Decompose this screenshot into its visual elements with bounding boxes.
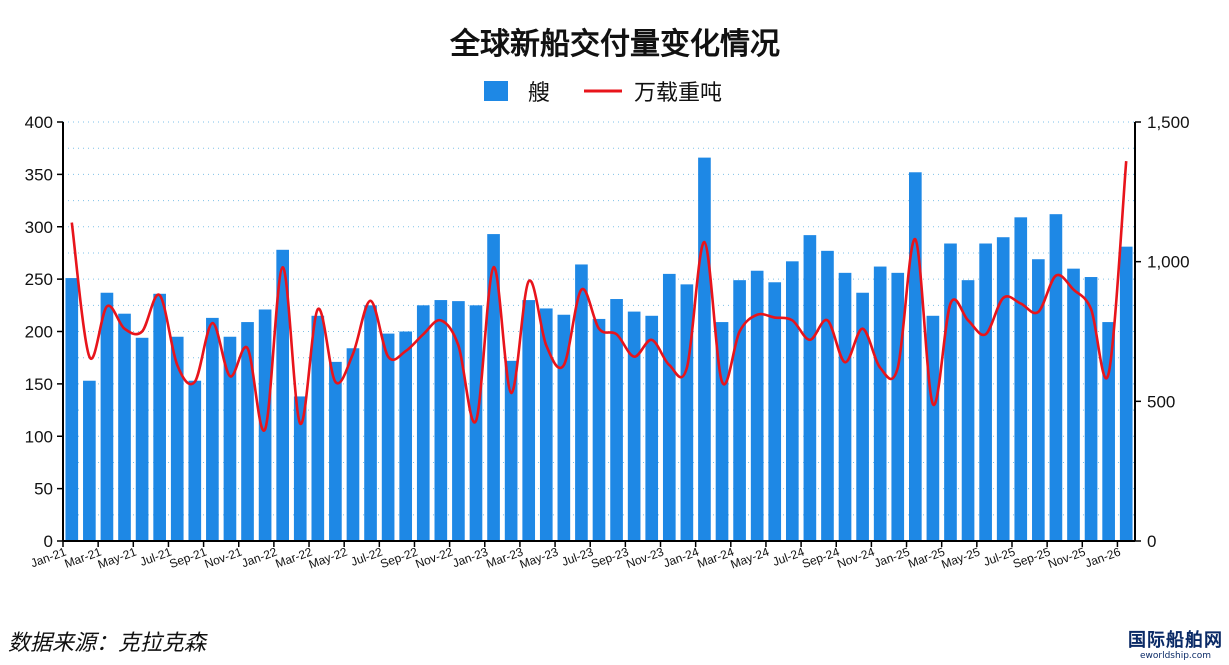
bar [926, 315, 940, 541]
bar [996, 237, 1010, 541]
bar [416, 305, 430, 541]
bar [135, 337, 149, 541]
y-tick-label-right: 0 [1147, 532, 1156, 551]
watermark-sub: eworldship.com [1139, 651, 1211, 661]
legend-bar-swatch [484, 81, 508, 101]
bar [206, 317, 219, 541]
bar [873, 266, 887, 541]
bar [276, 249, 289, 542]
bar [364, 305, 377, 541]
bar [83, 380, 96, 541]
bar [592, 318, 606, 541]
y-tick-label-right: 1,000 [1147, 253, 1190, 272]
y-tick-label-left: 250 [25, 270, 53, 289]
bar [65, 278, 79, 541]
bar [118, 313, 131, 541]
bar [1119, 246, 1133, 541]
y-tick-label-right: 1,500 [1147, 113, 1190, 132]
y-tick-label-left: 300 [25, 218, 53, 237]
bar [329, 361, 342, 541]
y-tick-label-left: 400 [25, 113, 53, 132]
bar [170, 336, 184, 541]
x-tick-label: May-21 [96, 545, 139, 572]
bar [434, 300, 448, 541]
bar [785, 261, 799, 541]
x-tick-label: May-24 [729, 545, 772, 572]
legend-bar-label: 艘 [528, 81, 550, 106]
bar [803, 235, 817, 541]
x-tick-label: May-25 [939, 545, 982, 572]
y-tick-label-left: 50 [34, 480, 53, 499]
bar [153, 293, 166, 541]
y-tick-label-left: 0 [44, 532, 53, 551]
bar [504, 360, 518, 541]
chart-title: 全球新船交付量变化情况 [449, 27, 780, 62]
bar [399, 331, 413, 541]
y-tick-label-left: 150 [25, 375, 53, 394]
bar [645, 315, 659, 541]
line-path [70, 160, 1128, 432]
bar [662, 273, 676, 541]
bar [856, 292, 869, 541]
bar [1102, 322, 1115, 541]
bar [557, 314, 571, 541]
y-tick-label-left: 200 [25, 323, 53, 342]
bar [1032, 259, 1045, 541]
bar [539, 308, 553, 541]
bar [381, 333, 395, 541]
line-series [70, 160, 1128, 432]
legend: 艘 万载重吨 [484, 81, 722, 106]
x-tick-label: Nov-24 [835, 545, 876, 571]
bar [715, 322, 729, 541]
bar [838, 272, 852, 541]
x-tick-label: May-22 [307, 545, 350, 572]
x-tick-label: Nov-25 [1046, 545, 1087, 571]
bar-series [65, 157, 1133, 542]
x-tick-label: Jan-26 [1083, 545, 1123, 571]
bar [1049, 214, 1063, 541]
legend-line-label: 万载重吨 [634, 81, 722, 106]
bar [100, 292, 114, 541]
x-tick-label: Nov-21 [203, 545, 244, 571]
y-tick-label-left: 100 [25, 427, 53, 446]
watermark-main: 国际船舶网 [1128, 630, 1223, 651]
bar [346, 348, 360, 541]
bar [241, 322, 254, 541]
bar [627, 311, 641, 541]
bar [293, 396, 307, 541]
bar [575, 264, 588, 541]
chart: 全球新船交付量变化情况 艘 万载重吨 0 50 100 150 200 250 300 350… [25, 27, 1190, 572]
bar [909, 172, 922, 541]
bar [311, 315, 325, 541]
bar [821, 250, 834, 541]
y-tick-label-left: 350 [25, 165, 53, 184]
bar [188, 380, 202, 541]
bar [768, 282, 782, 541]
x-tick-label: Nov-23 [624, 545, 665, 571]
y-tick-label-right: 500 [1147, 392, 1175, 411]
bar [487, 234, 500, 541]
bar [961, 280, 975, 541]
bar [1014, 217, 1028, 541]
source-note: 数据来源：克拉克森 [8, 631, 207, 656]
bar [522, 300, 536, 541]
x-tick-label: May-23 [518, 545, 561, 572]
bar [698, 157, 711, 542]
x-tick-label: Nov-22 [414, 545, 455, 571]
watermark-logo: 国际船舶网 eworldship.com [1128, 630, 1223, 662]
bar [223, 336, 237, 541]
bar [610, 299, 623, 541]
bar [979, 243, 992, 541]
bar [1084, 277, 1098, 541]
bar [750, 270, 764, 541]
bar [733, 280, 746, 541]
bar [944, 243, 957, 541]
bar [891, 272, 905, 541]
bar [680, 284, 694, 541]
bar [1067, 268, 1080, 541]
